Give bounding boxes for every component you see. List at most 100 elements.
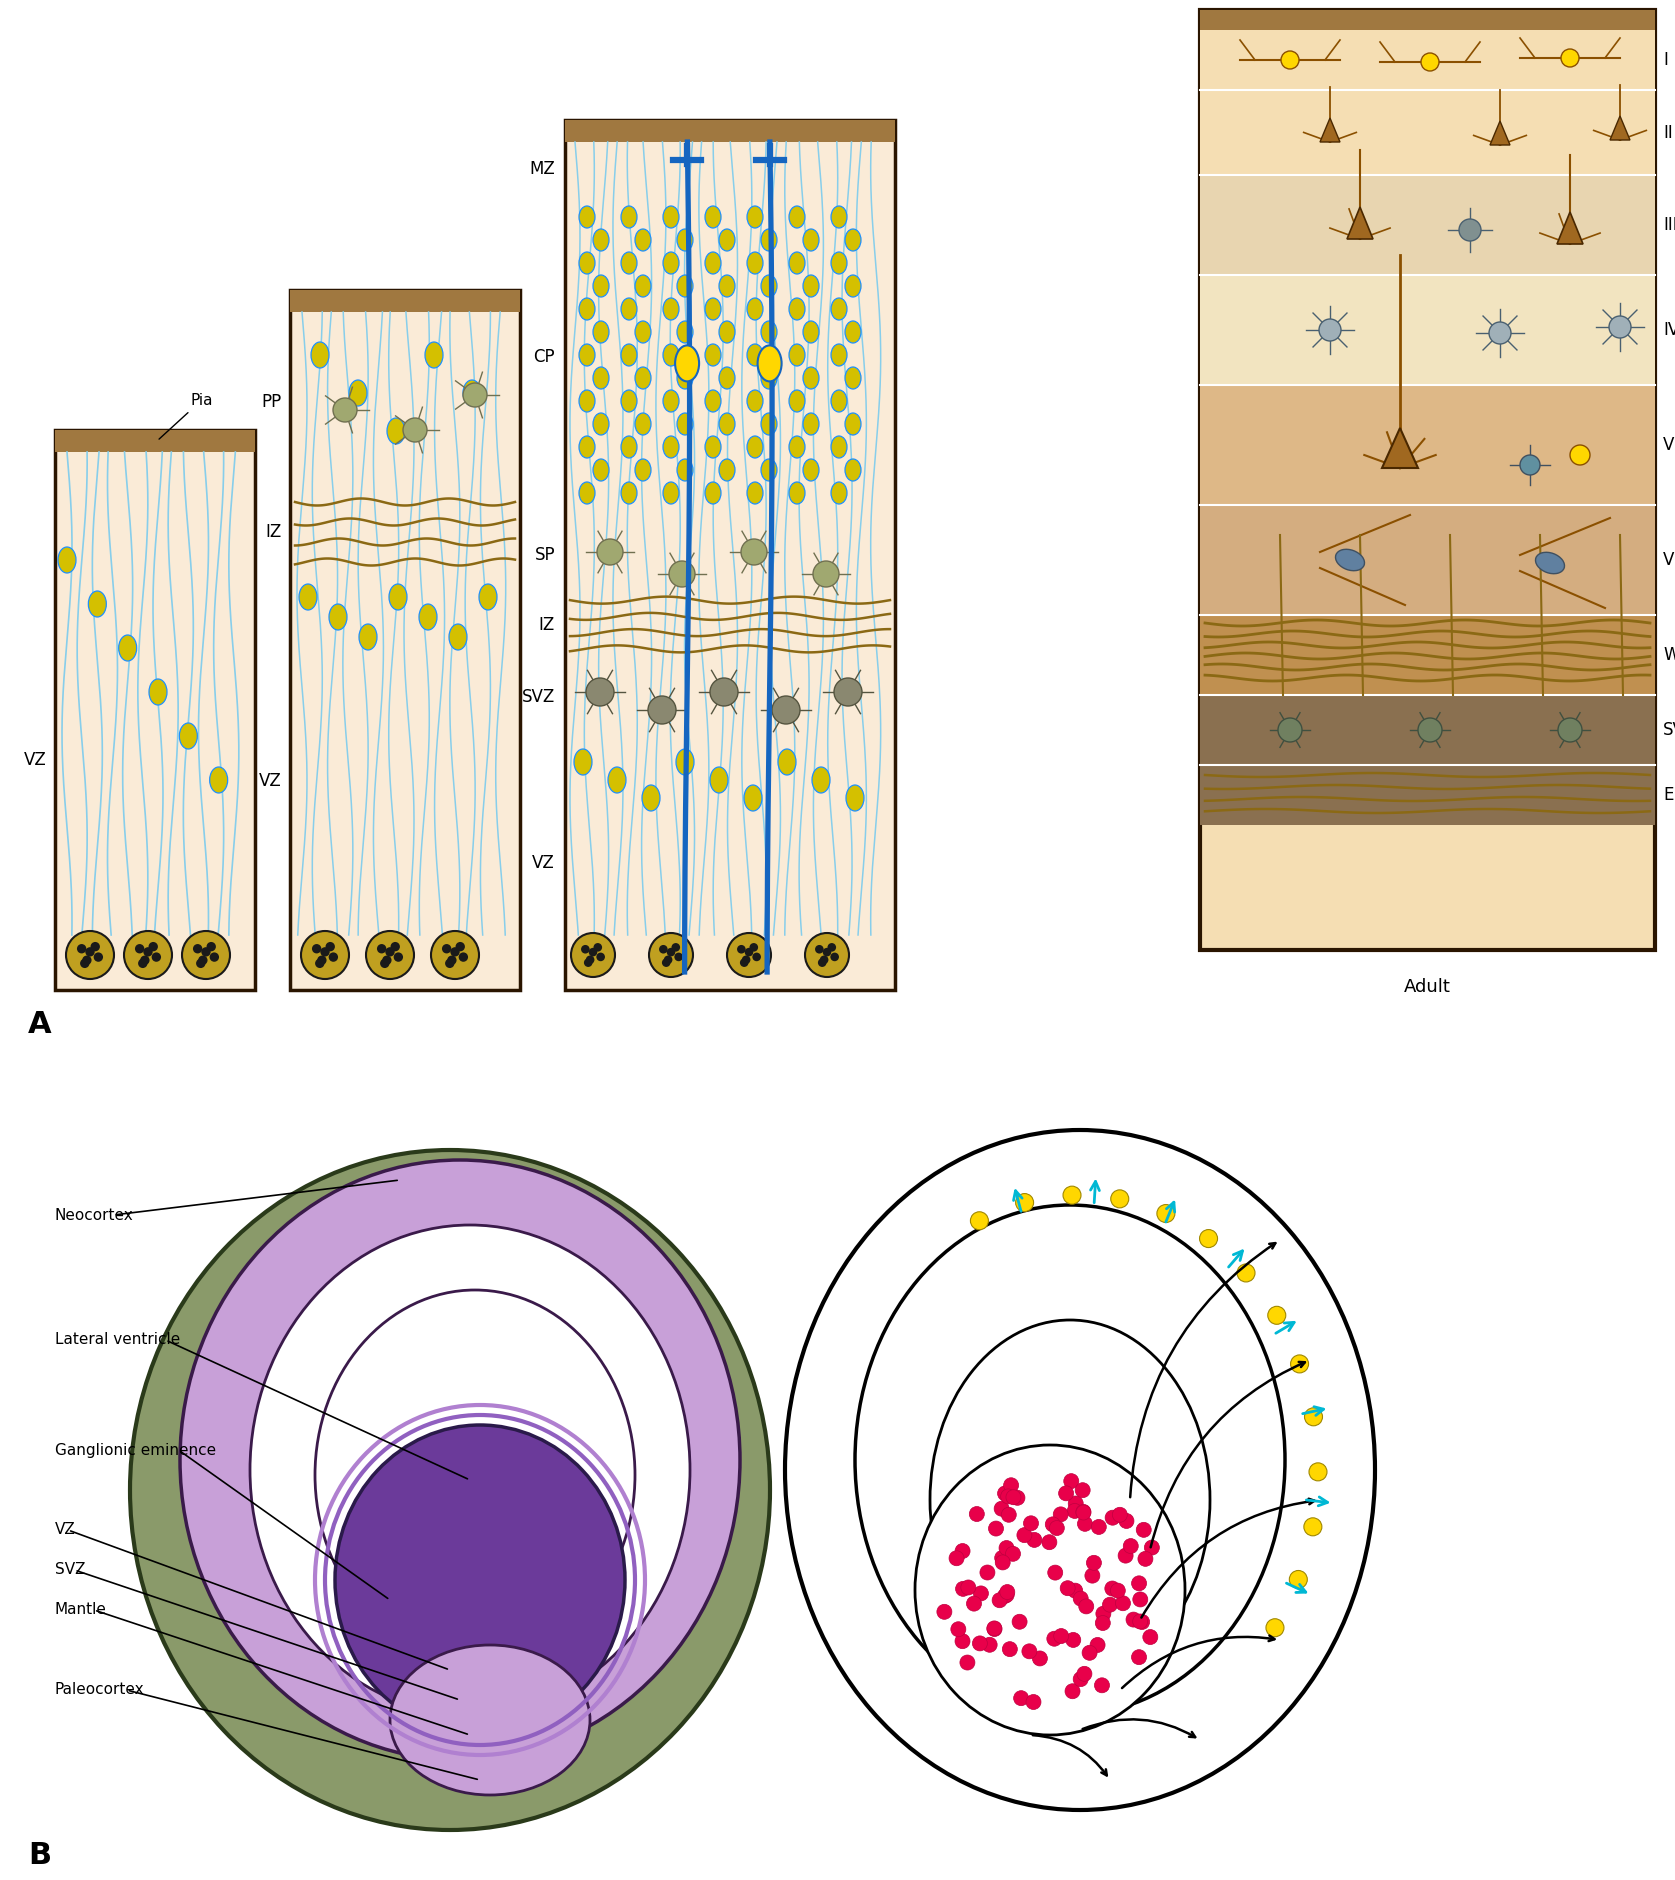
Circle shape xyxy=(831,953,839,961)
Ellipse shape xyxy=(335,1425,625,1735)
Circle shape xyxy=(1074,1671,1089,1686)
Circle shape xyxy=(817,959,826,966)
Circle shape xyxy=(144,948,152,957)
Ellipse shape xyxy=(593,321,610,342)
Ellipse shape xyxy=(387,417,405,444)
Circle shape xyxy=(973,1636,987,1651)
Circle shape xyxy=(827,944,836,951)
Bar xyxy=(1199,30,1655,90)
Ellipse shape xyxy=(844,229,861,252)
Circle shape xyxy=(740,959,749,966)
Circle shape xyxy=(1132,1613,1147,1628)
Circle shape xyxy=(1308,1463,1327,1481)
Bar xyxy=(1199,90,1655,175)
Text: SVZ: SVZ xyxy=(521,688,554,707)
Ellipse shape xyxy=(719,367,735,389)
Ellipse shape xyxy=(675,346,698,382)
Circle shape xyxy=(1065,1684,1080,1700)
Circle shape xyxy=(77,944,87,953)
Circle shape xyxy=(209,953,219,963)
Circle shape xyxy=(1032,1651,1047,1666)
Circle shape xyxy=(1002,1508,1017,1523)
Ellipse shape xyxy=(580,481,595,504)
Circle shape xyxy=(404,417,427,442)
Circle shape xyxy=(333,399,357,421)
Ellipse shape xyxy=(1335,549,1365,572)
Circle shape xyxy=(136,944,144,953)
Circle shape xyxy=(462,384,487,406)
Circle shape xyxy=(394,953,404,963)
Circle shape xyxy=(90,942,100,951)
Ellipse shape xyxy=(663,252,678,274)
Text: Ganglionic eminence: Ganglionic eminence xyxy=(55,1442,216,1457)
Circle shape xyxy=(1060,1581,1075,1596)
Circle shape xyxy=(672,944,680,951)
Ellipse shape xyxy=(802,414,819,434)
Ellipse shape xyxy=(844,459,861,481)
Circle shape xyxy=(1059,1485,1074,1500)
Circle shape xyxy=(1085,1568,1100,1583)
Circle shape xyxy=(658,946,668,953)
Circle shape xyxy=(459,953,467,963)
Circle shape xyxy=(1082,1645,1097,1660)
Circle shape xyxy=(1106,1510,1121,1525)
Ellipse shape xyxy=(390,1645,590,1795)
Ellipse shape xyxy=(789,481,806,504)
Circle shape xyxy=(80,959,89,968)
Circle shape xyxy=(1007,1489,1022,1504)
Circle shape xyxy=(950,1551,965,1566)
Circle shape xyxy=(1111,1190,1129,1207)
Circle shape xyxy=(1010,1491,1025,1506)
Ellipse shape xyxy=(608,767,626,793)
Text: VI: VI xyxy=(1663,551,1675,570)
Ellipse shape xyxy=(593,229,610,252)
Ellipse shape xyxy=(677,414,693,434)
Ellipse shape xyxy=(250,1226,690,1715)
Ellipse shape xyxy=(621,389,636,412)
Circle shape xyxy=(1095,1615,1111,1630)
Circle shape xyxy=(1278,718,1301,743)
Circle shape xyxy=(1017,1528,1032,1543)
Circle shape xyxy=(822,948,831,957)
Circle shape xyxy=(198,955,208,964)
Circle shape xyxy=(1013,1690,1028,1705)
Circle shape xyxy=(65,931,114,979)
Circle shape xyxy=(1094,1677,1109,1692)
Ellipse shape xyxy=(777,748,796,775)
Ellipse shape xyxy=(760,274,777,297)
Circle shape xyxy=(742,955,750,964)
Text: PP: PP xyxy=(261,393,281,412)
Ellipse shape xyxy=(580,252,595,274)
Circle shape xyxy=(1090,1637,1106,1653)
Ellipse shape xyxy=(802,229,819,252)
Ellipse shape xyxy=(844,321,861,342)
Circle shape xyxy=(1419,718,1442,743)
Text: MZ: MZ xyxy=(529,160,554,179)
Circle shape xyxy=(995,1502,1008,1515)
Ellipse shape xyxy=(747,252,764,274)
Circle shape xyxy=(94,953,104,963)
Ellipse shape xyxy=(580,389,595,412)
Circle shape xyxy=(995,1555,1010,1570)
Text: Paleocortex: Paleocortex xyxy=(55,1683,144,1698)
Ellipse shape xyxy=(802,321,819,342)
Ellipse shape xyxy=(389,585,407,609)
Circle shape xyxy=(1119,1547,1132,1562)
Bar xyxy=(1199,506,1655,615)
Circle shape xyxy=(740,540,767,566)
Ellipse shape xyxy=(663,481,678,504)
Circle shape xyxy=(596,540,623,566)
Text: WM: WM xyxy=(1663,647,1675,664)
Text: Pia: Pia xyxy=(159,393,213,440)
Ellipse shape xyxy=(663,389,678,412)
Bar xyxy=(1199,765,1655,825)
Text: VZ: VZ xyxy=(23,750,47,769)
Circle shape xyxy=(806,932,849,978)
Ellipse shape xyxy=(642,786,660,810)
Ellipse shape xyxy=(635,274,652,297)
Circle shape xyxy=(675,953,683,961)
Ellipse shape xyxy=(328,603,347,630)
Text: VZ: VZ xyxy=(55,1523,75,1538)
Circle shape xyxy=(1266,1619,1285,1637)
Circle shape xyxy=(970,1506,985,1521)
